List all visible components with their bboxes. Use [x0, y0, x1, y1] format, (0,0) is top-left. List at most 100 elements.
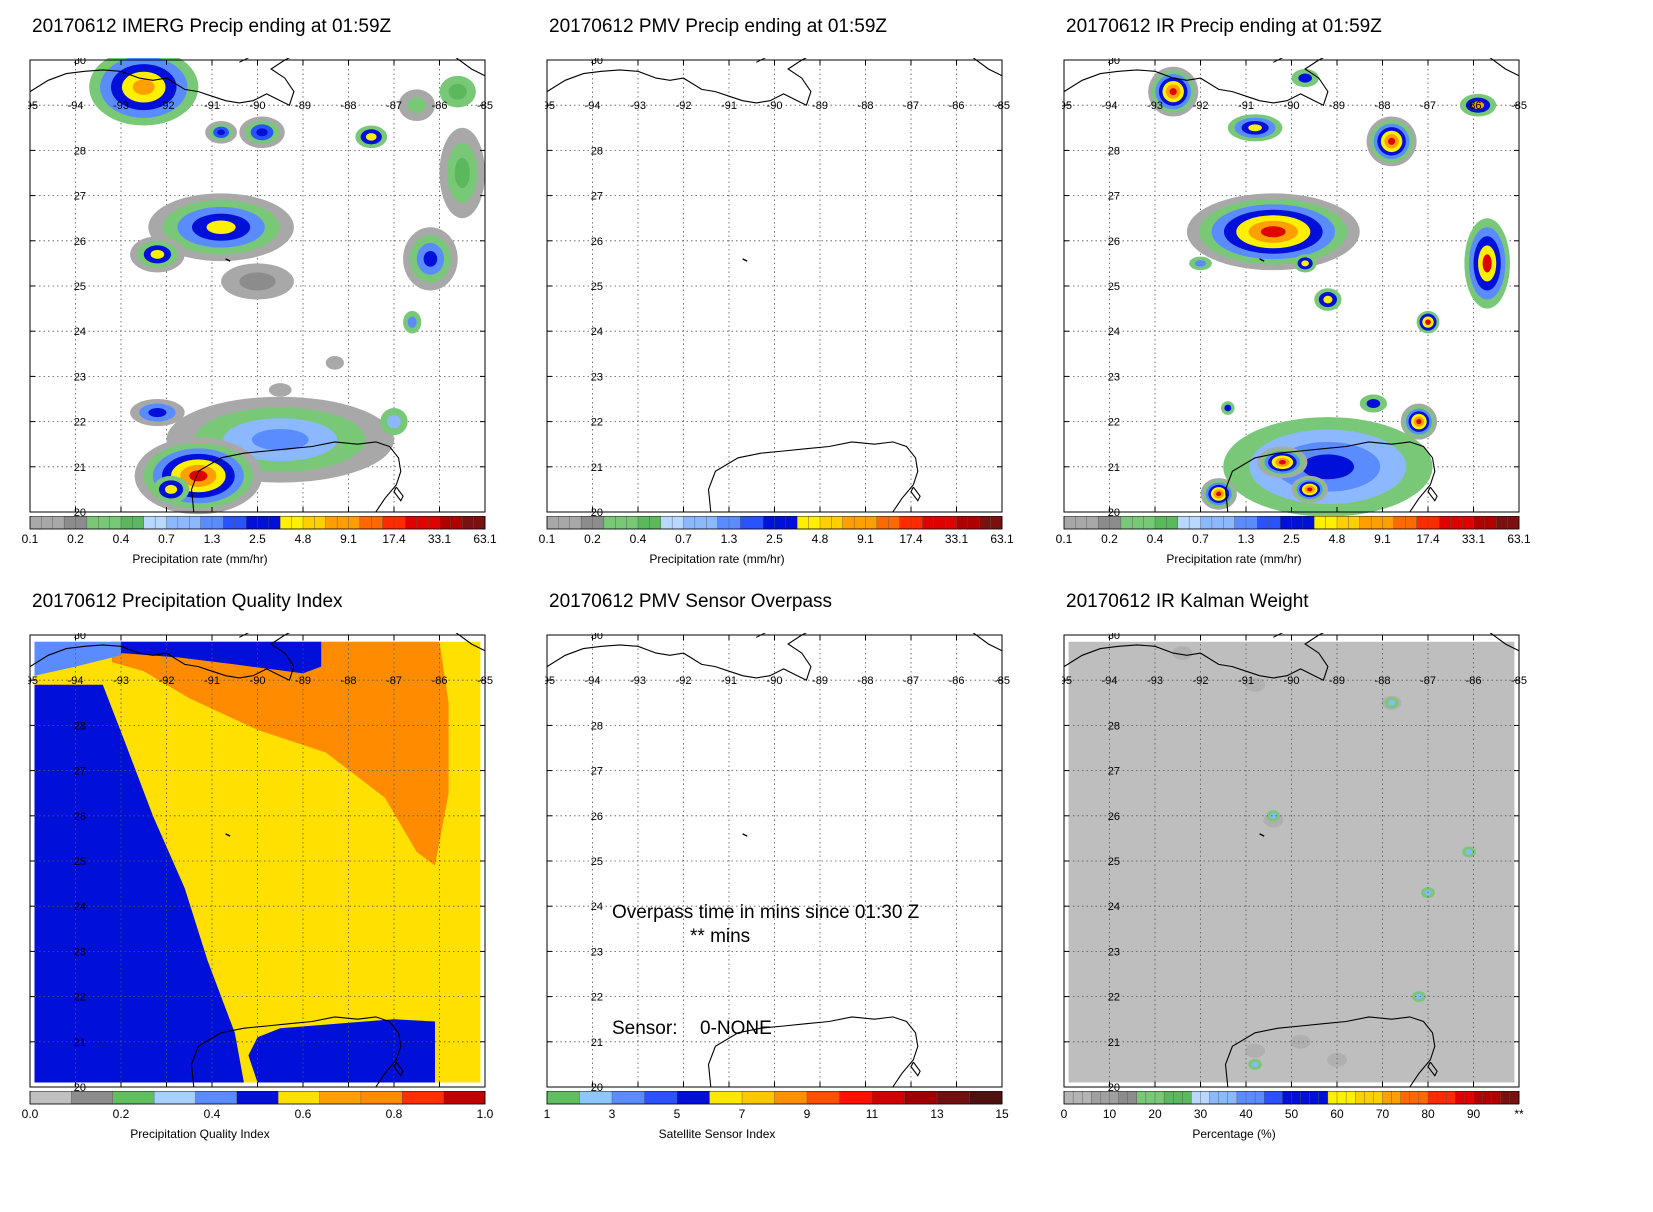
colorbar-swatch: [717, 516, 730, 530]
map-canvas: -95 -94 -93 -92 -91 -90 -89 -88 -87 -86 -85 30 28 27 2…: [1062, 58, 1527, 518]
colorbar-tick-label: 9.1: [857, 532, 874, 546]
precip-cell: [1200, 478, 1237, 510]
colorbar-swatch: [1427, 1091, 1438, 1105]
precip-contour: [1416, 419, 1422, 425]
ir-precip-panel: 20170612 IR Precip ending at 01:59Z -95-…: [1056, 0, 1582, 590]
colorbar-swatch: [1200, 516, 1213, 530]
colorbar-swatch: [1455, 1091, 1465, 1105]
colorbar-swatch: [1086, 516, 1099, 530]
colorbar-swatch: [120, 516, 133, 530]
precip-cell: [1400, 403, 1438, 440]
precip-cell-louisiana: [89, 58, 199, 126]
colorbar-swatch: [336, 516, 350, 530]
colorbar-swatch: [676, 1091, 710, 1105]
lon-label: -91: [204, 100, 220, 112]
lat-label: 30: [74, 633, 86, 642]
colorbar-swatch: [871, 1091, 905, 1105]
lat-label: 25: [591, 856, 603, 868]
colorbar-frame: [29, 1091, 486, 1105]
precip-cell: [1359, 394, 1388, 413]
lon-label: -89: [1329, 675, 1345, 687]
precip-contour: [251, 428, 309, 451]
colorbar-swatch: [166, 516, 179, 530]
lon-label: -93: [630, 675, 646, 687]
colorbar-swatch: [75, 516, 88, 530]
colorbar-swatch: [1209, 1091, 1220, 1105]
sensor-label: Sensor:: [612, 1018, 678, 1039]
colorbar-tick-label: 70: [1375, 1107, 1390, 1121]
precip-cell: [130, 236, 185, 273]
colorbar-swatch: [1473, 1091, 1484, 1105]
colorbar-swatch: [1491, 1091, 1502, 1105]
colorbar-tick-label: 17.4: [899, 532, 923, 546]
precip-cell: [355, 125, 388, 149]
kalman-cell: [1327, 1052, 1347, 1067]
lat-label: 20: [74, 1082, 86, 1093]
colorbar-swatch: [245, 516, 259, 530]
precip-contour: [1194, 260, 1207, 267]
lon-label: -92: [676, 675, 692, 687]
lat-label: 22: [1108, 417, 1120, 429]
colorbar-swatch: [979, 516, 992, 530]
lat-label: 20: [591, 1082, 603, 1093]
lat-label: 27: [74, 191, 86, 203]
lon-label: -92: [1193, 100, 1209, 112]
precip-contour: [407, 316, 417, 328]
colorbar-swatch: [439, 516, 452, 530]
precip-cell: [439, 75, 476, 108]
colorbar-swatch: [348, 516, 361, 530]
lat-label: 30: [591, 633, 603, 642]
overpass-time-text: Overpass time in mins since 01:30 Z: [612, 902, 920, 923]
colorbar: [29, 1091, 486, 1105]
colorbar-swatch: [1325, 516, 1338, 530]
colorbar-swatch: [1100, 1091, 1111, 1105]
precip-contour: [1465, 849, 1473, 855]
yucatan-coast-line: [190, 441, 402, 513]
colorbar-swatch: [1091, 1091, 1101, 1105]
lon-label: -94: [585, 675, 601, 687]
colorbar-tick-label: 0.1: [1055, 532, 1073, 546]
colorbar-swatch: [853, 516, 867, 530]
pqi-panel: 20170612 Precipitation Quality Index -95…: [22, 575, 548, 1165]
colorbar-swatch: [969, 1091, 1003, 1105]
colorbar-tick-label: 0.4: [629, 532, 647, 546]
colorbar-swatch: [1223, 516, 1236, 530]
colorbar-tick-label: 10: [1102, 1107, 1117, 1121]
colorbar-swatch: [1263, 1091, 1274, 1105]
colorbar-swatch: [592, 516, 605, 530]
cozumel-island: [910, 1061, 921, 1077]
lat-label: 25: [74, 856, 86, 868]
lon-label: -90: [1284, 675, 1300, 687]
graticule: [30, 635, 485, 1087]
precip-cell-yucatan: [1223, 417, 1433, 517]
lat-label: 20: [74, 507, 86, 518]
colorbar-swatch: [1446, 1091, 1456, 1105]
panel-title: 20170612 IMERG Precip ending at 01:59Z: [32, 16, 392, 37]
colorbar-swatch: [1336, 1091, 1347, 1105]
cozumel-island: [1427, 1061, 1438, 1077]
map-canvas: -95 -94 -93 -92 -91 -90 -89 -88 -87 -86 -85 30 28 27 2…: [545, 58, 1010, 518]
lat-label: 20: [591, 507, 603, 518]
gulf-coast-line: [1063, 633, 1520, 681]
colorbar-swatch: [200, 516, 213, 530]
colorbar-tick-label: **: [1514, 1107, 1524, 1121]
colorbar-tick-label: 1.0: [476, 1107, 494, 1121]
lon-label: -94: [1102, 675, 1118, 687]
colorbar-swatch: [899, 516, 912, 530]
precip-contour: [423, 250, 438, 267]
precip-contour: [1216, 491, 1222, 497]
colorbar: [1063, 516, 1520, 530]
precip-contour: [1323, 295, 1333, 304]
cozumel-island: [910, 486, 921, 502]
colorbar-tick-label: 40: [1239, 1107, 1253, 1121]
colorbar-swatch: [709, 1091, 743, 1105]
colorbar-swatch: [933, 516, 946, 530]
colorbar-swatch: [694, 516, 707, 530]
colorbar-swatch: [211, 516, 224, 530]
colorbar-swatch: [86, 516, 99, 530]
precip-cell: [130, 399, 185, 427]
precip-contour: [1251, 1061, 1259, 1068]
imerg-precip-map: -95 -94 -93 -92 -91 -90 -89 -88 -87 -86 -85 30 28 27 2…: [28, 58, 548, 578]
reef-islet: [742, 833, 748, 837]
colorbar-swatch: [1200, 1091, 1211, 1105]
